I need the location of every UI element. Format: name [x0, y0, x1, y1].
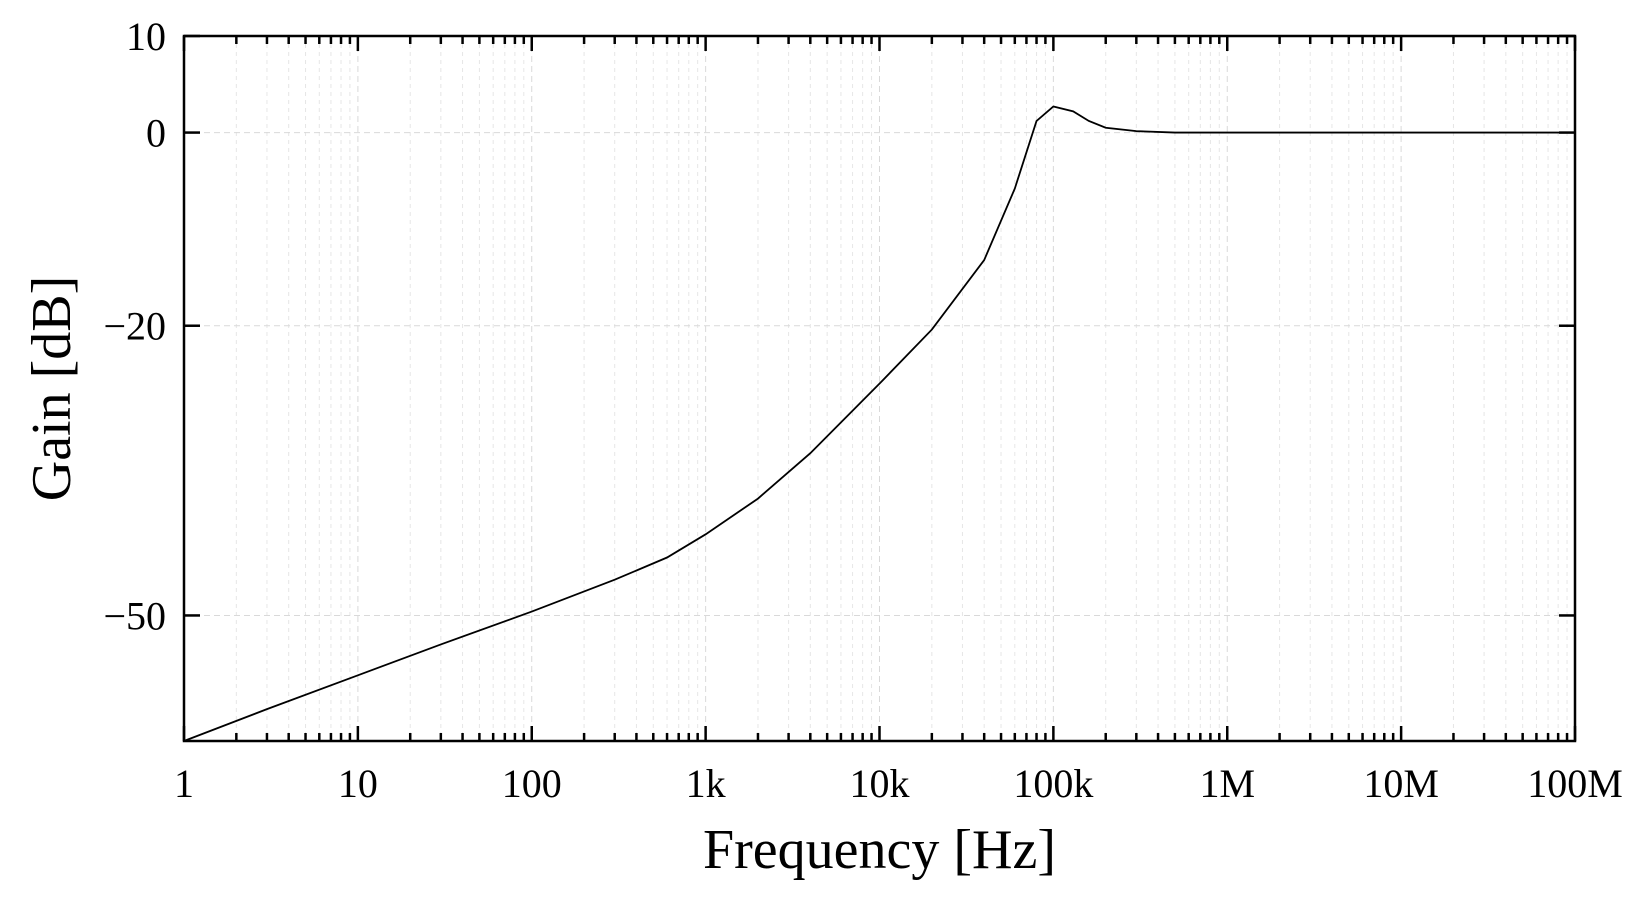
x-tick-label: 10 [338, 761, 378, 806]
axis-ticks [182, 34, 1577, 741]
x-tick-label: 100k [1013, 761, 1093, 806]
x-tick-label: 1M [1199, 761, 1255, 806]
y-axis-title: Gain [dB] [21, 276, 83, 502]
y-tick-labels: 10 0 −20 −50 [103, 14, 166, 638]
x-tick-label: 10M [1363, 761, 1439, 806]
x-tick-label: 100 [502, 761, 562, 806]
x-axis-title: Frequency [Hz] [703, 819, 1056, 881]
y-tick-label: 10 [126, 14, 166, 59]
series-gain-line [183, 105, 1575, 742]
x-tick-label: 100M [1527, 761, 1623, 806]
grid-lines [183, 35, 1576, 741]
y-tick-label: −50 [103, 593, 166, 638]
x-tick-label: 1k [686, 761, 726, 806]
x-tick-label: 10k [850, 761, 910, 806]
y-tick-label: 0 [146, 111, 166, 156]
x-tick-labels: 1 10 100 1k 10k 100k 1M 10M 100M [174, 761, 1623, 806]
y-tick-label: −20 [103, 304, 166, 349]
x-tick-label: 1 [174, 761, 194, 806]
